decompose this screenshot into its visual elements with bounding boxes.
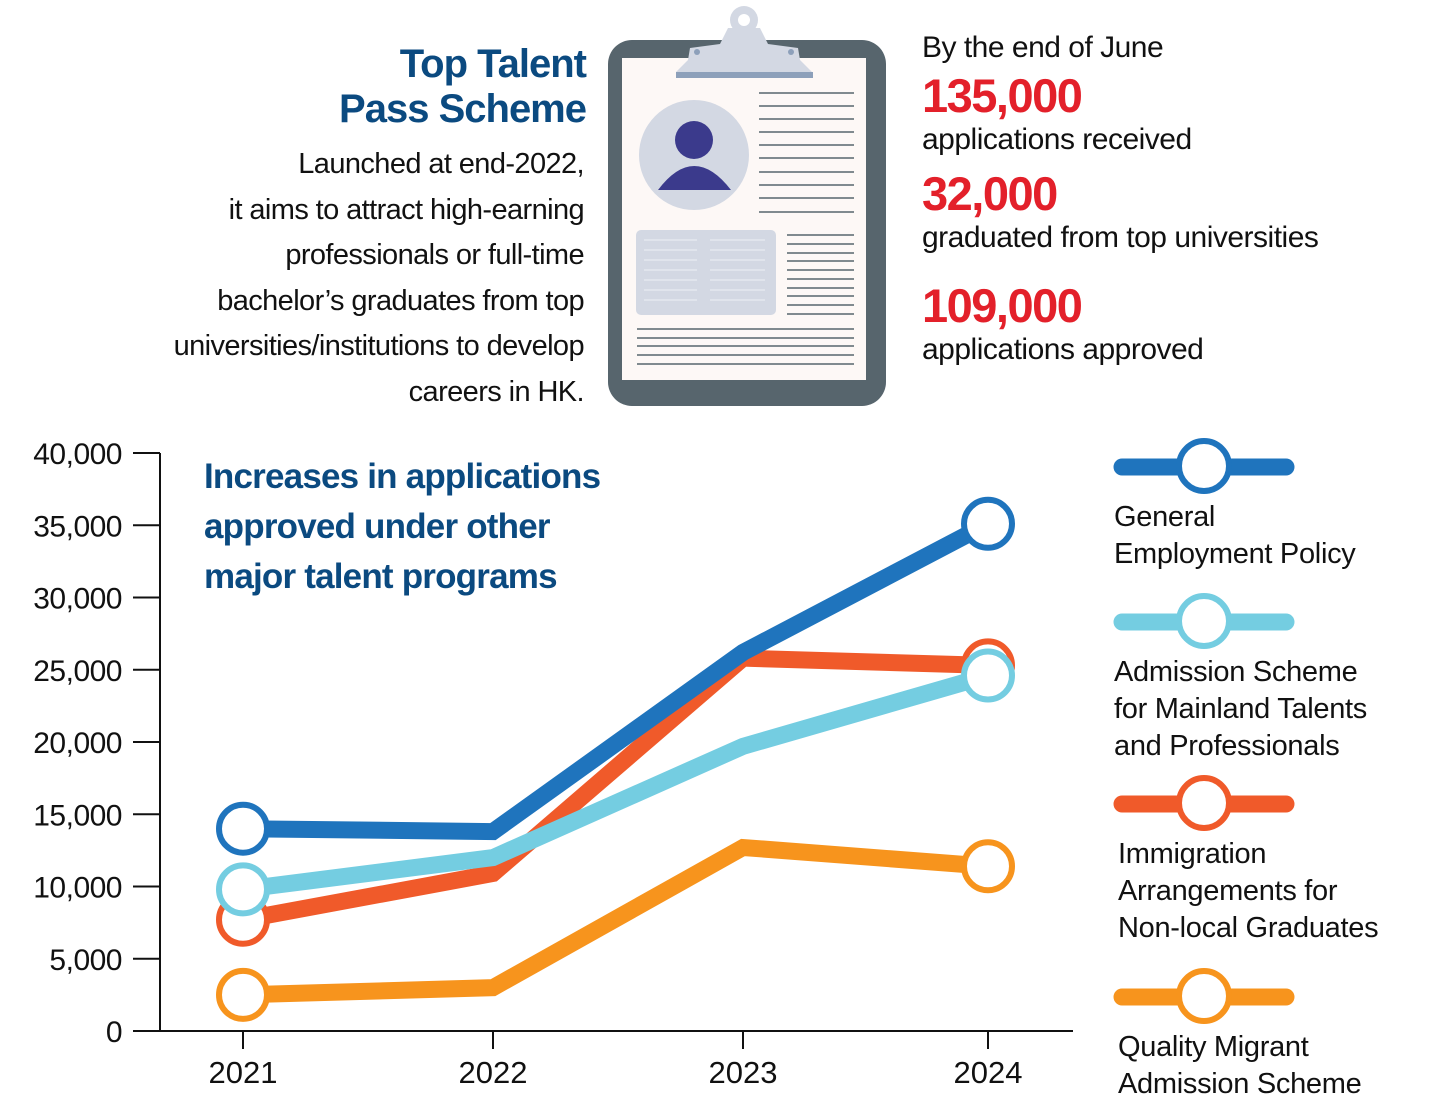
data-point-marker (216, 967, 270, 1022)
legend-label-line: General (1114, 501, 1216, 533)
chart-legend: General Employment Policy Admission Scheme… (1110, 430, 1436, 1102)
chart-axes: 0 5,000 10,000 15,000 20,000 25,000 30,000 35,0… (33, 438, 1073, 1090)
avatar-icon (639, 100, 749, 210)
description-line: bachelor’s graduates from top (217, 284, 584, 317)
series-quality-migrant-admission-scheme (216, 838, 1015, 1022)
y-tick-label: 25,000 (33, 655, 122, 688)
y-tick-label: 40,000 (33, 438, 122, 471)
chart-title-line: approved under other (204, 507, 551, 546)
y-tick-label: 0 (106, 1016, 122, 1049)
stats-panel: By the end of June 135,000 applications … (922, 28, 1319, 368)
y-tick-label: 30,000 (33, 583, 122, 616)
data-point-marker (216, 801, 270, 856)
x-tick-label: 2023 (709, 1055, 778, 1090)
legend-label-line: Arrangements for (1118, 875, 1338, 907)
legend-label-line: Employment Policy (1114, 538, 1356, 570)
series-general-employment-policy (216, 496, 1015, 856)
document-card-icon (636, 230, 776, 315)
x-tick-label: 2024 (954, 1055, 1023, 1090)
legend-label-line: Non-local Graduates (1118, 912, 1379, 944)
chart-title-line: Increases in applications (204, 457, 601, 496)
legend-label: Admission Scheme for Mainland Talents and … (1114, 654, 1367, 765)
legend-item: General Employment Policy (1110, 430, 1356, 573)
legend-swatch-icon (1113, 438, 1295, 494)
series-admission-scheme-for-mainland-talents-and-professionals (216, 648, 1015, 917)
chart-series (216, 496, 1015, 1022)
y-tick-label: 5,000 (49, 944, 122, 977)
legend-label-line: Quality Migrant (1118, 1031, 1309, 1063)
description-line: careers in HK. (408, 375, 585, 408)
scheme-title-line: Pass Scheme (339, 87, 587, 131)
text-lines-icon (637, 92, 854, 365)
line-chart: 0 5,000 10,000 15,000 20,000 25,000 30,000 35,0… (33, 438, 1073, 1090)
stat-value-graduated: 32,000 (922, 167, 1058, 220)
y-tick-label: 10,000 (33, 872, 122, 905)
scheme-title-line: Top Talent (399, 42, 587, 86)
scheme-title: Top Talent Pass Scheme (339, 42, 587, 132)
y-tick-label: 20,000 (33, 727, 122, 760)
chart-title: Increases in applications approved under… (204, 452, 601, 602)
stats-lead: By the end of June (922, 31, 1164, 64)
scheme-description: Launched at end-2022, it aims to attract… (24, 142, 585, 415)
stat-label-graduated: graduated from top universities (922, 221, 1319, 254)
description-line: it aims to attract high-earning (228, 193, 585, 226)
description-line: Launched at end-2022, (298, 148, 584, 180)
legend-item: Admission Scheme for Mainland Talents and … (1110, 585, 1367, 765)
legend-label-line: and Professionals (1114, 730, 1340, 762)
y-tick-label: 35,000 (33, 510, 122, 543)
series-immigration-arrangements-for-non-local-graduates (216, 638, 1015, 947)
legend-label-line: Admission Scheme (1114, 656, 1358, 688)
legend-swatch-icon (1113, 593, 1295, 649)
x-tick-label: 2021 (209, 1055, 278, 1090)
y-tick-label: 15,000 (33, 799, 122, 832)
legend-label-line: for Mainland Talents (1114, 693, 1368, 725)
description-line: professionals or full-time (285, 239, 584, 271)
series-line (241, 667, 991, 898)
x-tick-label: 2022 (459, 1055, 528, 1090)
stat-value-received: 135,000 (922, 69, 1083, 122)
legend-marker (1176, 593, 1232, 649)
series-line (241, 649, 989, 929)
chart-title-line: major talent programs (204, 557, 558, 596)
data-point-marker (961, 839, 1015, 894)
legend-marker (1176, 775, 1232, 831)
series-line (242, 516, 992, 841)
legend-swatch-icon (1113, 775, 1295, 831)
legend-label-line: Immigration (1118, 838, 1267, 870)
legend-label: General Employment Policy (1114, 499, 1356, 573)
series-line (242, 838, 989, 1004)
clipboard-resume-icon (608, 6, 886, 406)
legend-label: Immigration Arrangements for Non-local Gra… (1118, 836, 1379, 947)
legend-marker (1176, 968, 1232, 1024)
legend-marker (1176, 438, 1232, 494)
stat-label-received: applications received (922, 123, 1192, 156)
data-point-marker (216, 862, 270, 917)
legend-item: Immigration Arrangements for Non-local Gra… (1110, 767, 1379, 947)
clip-icon (676, 6, 813, 78)
legend-label: Quality Migrant Admission Scheme (1118, 1029, 1362, 1103)
data-point-marker (961, 648, 1015, 703)
legend-item: Quality Migrant Admission Scheme (1110, 960, 1362, 1103)
description-line: universities/institutions to develop (173, 330, 585, 362)
stat-label-approved: applications approved (922, 333, 1204, 366)
data-point-marker (961, 496, 1015, 551)
legend-swatch-icon (1113, 968, 1295, 1024)
legend-label-line: Admission Scheme (1118, 1068, 1362, 1100)
stat-value-approved: 109,000 (922, 279, 1083, 332)
